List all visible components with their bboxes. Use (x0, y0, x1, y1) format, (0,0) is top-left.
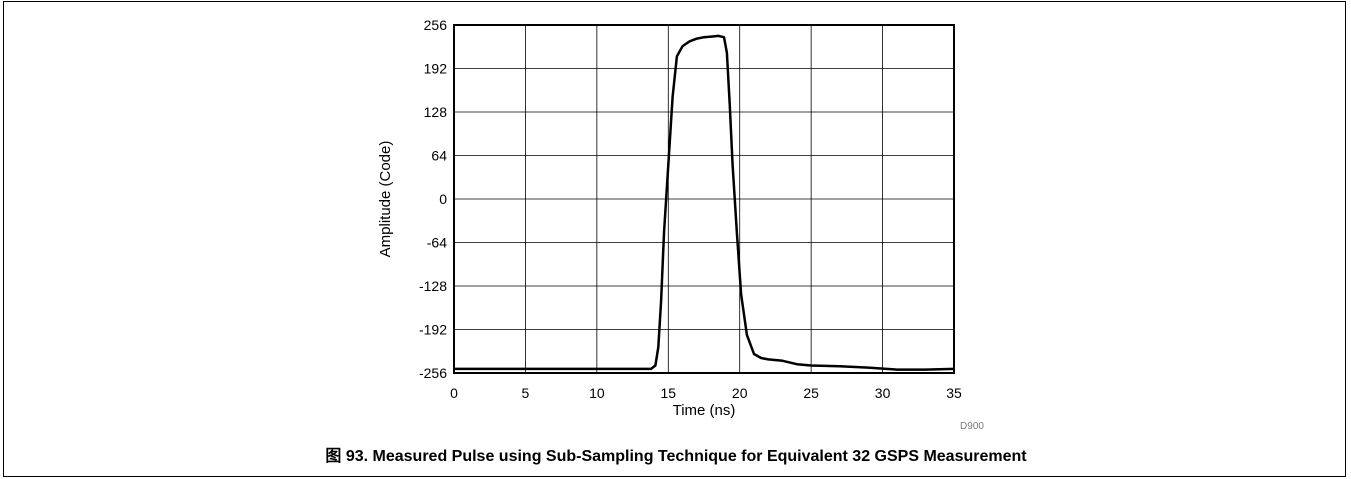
x-tick-label: 25 (803, 385, 819, 401)
plot-frame (453, 24, 955, 374)
y-tick-label: 192 (424, 61, 448, 77)
y-axis-label: Amplitude (Code) (377, 141, 394, 258)
y-tick-label: -192 (419, 322, 447, 338)
x-tick-label: 0 (450, 385, 458, 401)
x-tick-label: 20 (732, 385, 748, 401)
figure-code: D900 (960, 421, 984, 432)
y-tick-label: -64 (427, 235, 447, 251)
y-tick-label: 0 (439, 191, 447, 207)
figure-frame (3, 1, 1346, 477)
y-tick-label: -128 (419, 278, 447, 294)
x-tick-labels: 0 5 10 15 20 25 30 35 (450, 385, 962, 401)
x-tick-label: 10 (589, 385, 605, 401)
figure-caption: 图 93. Measured Pulse using Sub-Sampling … (325, 447, 1027, 465)
series-line (454, 34, 955, 371)
y-tick-label: 256 (424, 17, 448, 33)
y-tick-labels: 256 192 128 64 0 -64 -128 -192 -256 (419, 17, 447, 381)
x-axis-label: Time (ns) (673, 402, 736, 419)
x-tick-label: 5 (522, 385, 530, 401)
y-tick-label: 64 (431, 148, 447, 164)
grid (453, 24, 955, 374)
x-tick-label: 35 (946, 385, 962, 401)
x-tick-label: 30 (875, 385, 891, 401)
y-tick-label: -256 (419, 365, 447, 381)
x-tick-label: 15 (660, 385, 676, 401)
y-tick-label: 128 (424, 104, 448, 120)
